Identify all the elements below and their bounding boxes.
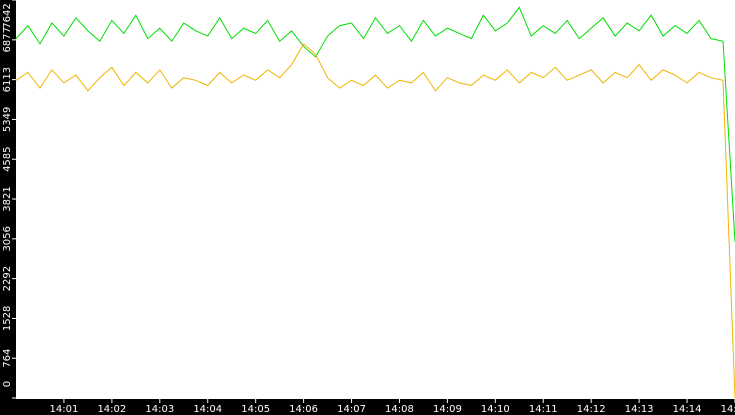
y-tick-label: 1528 xyxy=(2,306,13,331)
y-tick-label: 6113 xyxy=(2,67,13,92)
x-tick-label: 14:10 xyxy=(481,404,510,415)
y-tick-label: 0 xyxy=(2,381,13,387)
series-line xyxy=(15,43,735,399)
x-tick-label: 14:04 xyxy=(193,404,222,415)
y-tick-label: 3056 xyxy=(2,226,13,251)
x-tick-label: 14:02 xyxy=(97,404,126,415)
y-axis-band xyxy=(0,0,16,415)
x-tick-label: 14:08 xyxy=(385,404,414,415)
y-tick-label: 6877 xyxy=(2,27,13,52)
x-axis-band xyxy=(0,399,735,415)
x-tick-label: 14:14 xyxy=(673,404,702,415)
series-line xyxy=(15,6,735,242)
x-tick-label: 14:01 xyxy=(50,404,79,415)
x-tick-label: 14:06 xyxy=(289,404,318,415)
x-tick-label: 14:12 xyxy=(577,404,606,415)
y-tick-label: 5349 xyxy=(2,107,13,132)
y-tick-label: 4585 xyxy=(2,146,13,171)
x-tick-label: 14:11 xyxy=(529,404,558,415)
x-tick-label: 14:05 xyxy=(241,404,270,415)
x-tick-label: 14:15 xyxy=(721,404,735,415)
y-tick-label: 764 xyxy=(2,349,13,368)
x-tick-label: 14:07 xyxy=(337,404,366,415)
y-tick-label: 2292 xyxy=(2,266,13,291)
y-tick-label: 3821 xyxy=(2,186,13,211)
x-tick-label: 14:13 xyxy=(625,404,654,415)
x-tick-label: 14:09 xyxy=(433,404,462,415)
x-tick-label: 14:03 xyxy=(145,404,174,415)
y-tick-label: 7642 xyxy=(2,3,13,28)
